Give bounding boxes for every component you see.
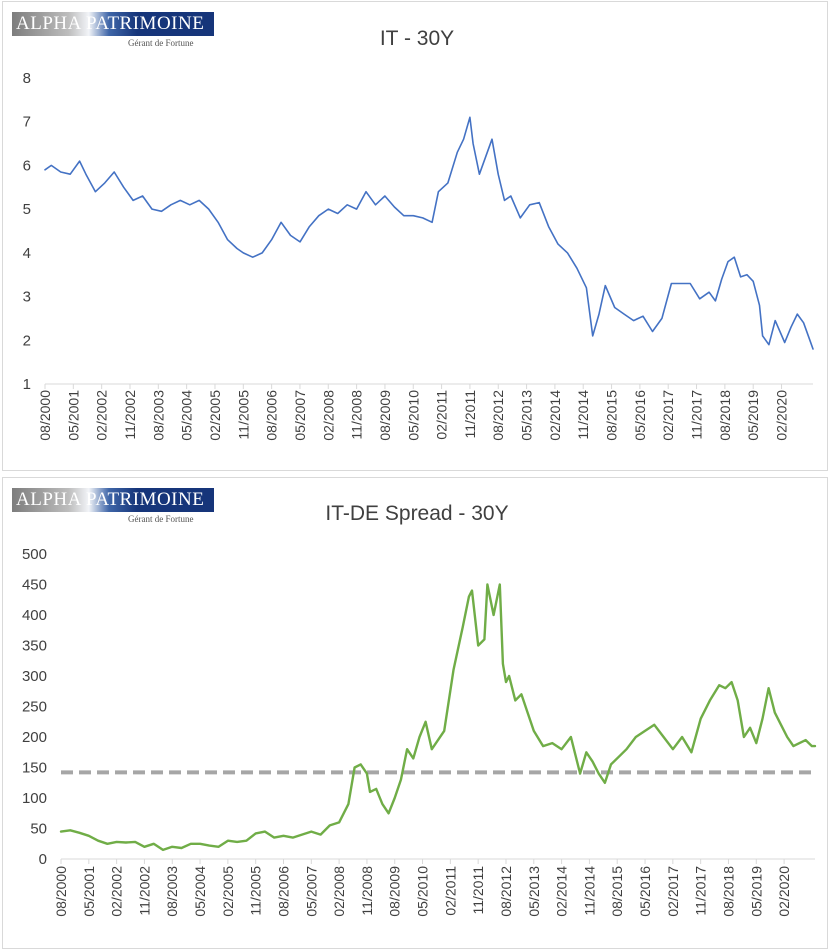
x-tick-label: 05/2001 bbox=[65, 390, 81, 441]
y-tick-label: 450 bbox=[22, 577, 47, 594]
x-tick-label: 02/2002 bbox=[94, 390, 110, 441]
x-tick-label: 02/2014 bbox=[547, 390, 563, 441]
logo-text-alpha: ALPHA bbox=[16, 489, 82, 510]
x-tick-label: 05/2013 bbox=[519, 390, 535, 441]
x-tick-label: 08/2003 bbox=[164, 866, 180, 917]
x-tick-label: 08/2015 bbox=[604, 390, 620, 441]
x-tick-label: 11/2002 bbox=[122, 390, 138, 440]
logo-text-patrimoine: PATRIMOINE bbox=[86, 13, 205, 34]
it-30y-chart-panel: ALPHA PATRIMOINE Gérant de Fortune IT - … bbox=[2, 1, 828, 471]
x-tick-label: 11/2005 bbox=[248, 866, 264, 916]
x-tick-label: 05/2007 bbox=[303, 866, 319, 917]
x-tick-label: 02/2005 bbox=[207, 390, 223, 441]
x-tick-label: 02/2008 bbox=[331, 866, 347, 917]
it-de-spread-chart-panel: ALPHA PATRIMOINE Gérant de Fortune IT-DE… bbox=[2, 477, 828, 949]
x-tick-label: 05/2010 bbox=[405, 390, 421, 441]
y-tick-label: 150 bbox=[22, 760, 47, 777]
x-tick-label: 05/2001 bbox=[81, 866, 97, 917]
x-tick-label: 08/2015 bbox=[609, 866, 625, 917]
x-tick-label: 02/2008 bbox=[320, 390, 336, 441]
alpha-patrimoine-logo: ALPHA PATRIMOINE Gérant de Fortune bbox=[12, 488, 214, 528]
logo-tagline: Gérant de Fortune bbox=[128, 514, 194, 524]
x-tick-label: 05/2016 bbox=[637, 866, 653, 917]
x-tick-label: 08/2000 bbox=[37, 390, 53, 441]
y-tick-label: 4 bbox=[23, 245, 31, 262]
x-tick-label: 05/2010 bbox=[415, 866, 431, 917]
x-tick-label: 02/2020 bbox=[776, 866, 792, 917]
x-tick-label: 05/2019 bbox=[745, 390, 761, 441]
x-tick-label: 11/2011 bbox=[462, 390, 478, 439]
x-tick-label: 08/2009 bbox=[377, 390, 393, 441]
x-tick-label: 11/2017 bbox=[689, 390, 705, 440]
x-tick-label: 08/2000 bbox=[53, 866, 69, 917]
x-tick-label: 11/2002 bbox=[136, 866, 152, 916]
chart-title: IT - 30Y bbox=[380, 27, 454, 50]
chart-title: IT-DE Spread - 30Y bbox=[325, 502, 508, 525]
y-tick-label: 350 bbox=[22, 638, 47, 655]
x-tick-label: 08/2012 bbox=[490, 390, 506, 441]
y-tick-label: 300 bbox=[22, 668, 47, 685]
y-tick-label: 0 bbox=[39, 851, 47, 868]
x-tick-label: 05/2004 bbox=[192, 866, 208, 917]
x-tick-label: 02/2005 bbox=[220, 866, 236, 917]
series-line bbox=[44, 116, 814, 350]
x-tick-label: 05/2007 bbox=[292, 390, 308, 441]
y-tick-label: 1 bbox=[23, 376, 31, 393]
series-line bbox=[59, 583, 817, 852]
logo-band bbox=[12, 488, 214, 512]
x-tick-label: 11/2005 bbox=[235, 390, 251, 440]
x-tick-label: 02/2011 bbox=[442, 866, 458, 916]
y-tick-label: 8 bbox=[23, 70, 31, 87]
y-tick-label: 2 bbox=[23, 332, 31, 349]
logo-text-alpha: ALPHA bbox=[16, 13, 82, 34]
alpha-patrimoine-logo: ALPHA PATRIMOINE Gérant de Fortune bbox=[12, 12, 214, 52]
x-tick-label: 02/2011 bbox=[434, 390, 450, 440]
y-tick-label: 250 bbox=[22, 699, 47, 716]
y-tick-label: 3 bbox=[23, 289, 31, 306]
x-tick-label: 05/2004 bbox=[179, 390, 195, 441]
y-tick-label: 50 bbox=[30, 821, 47, 838]
x-tick-label: 11/2017 bbox=[693, 866, 709, 916]
x-tick-label: 11/2014 bbox=[575, 390, 591, 440]
logo-tagline: Gérant de Fortune bbox=[128, 38, 194, 48]
x-tick-label: 11/2008 bbox=[349, 390, 365, 440]
y-tick-label: 5 bbox=[23, 201, 31, 218]
x-tick-label: 05/2019 bbox=[748, 866, 764, 917]
logo-band bbox=[12, 12, 214, 36]
x-tick-label: 02/2002 bbox=[109, 866, 125, 917]
x-tick-label: 02/2020 bbox=[774, 390, 790, 441]
y-tick-label: 400 bbox=[22, 607, 47, 624]
x-tick-label: 08/2018 bbox=[720, 866, 736, 917]
logo-text-patrimoine: PATRIMOINE bbox=[86, 489, 205, 510]
x-tick-label: 02/2017 bbox=[665, 866, 681, 917]
x-tick-label: 08/2003 bbox=[150, 390, 166, 441]
y-tick-label: 6 bbox=[23, 157, 31, 174]
x-tick-label: 05/2013 bbox=[526, 866, 542, 917]
y-tick-label: 200 bbox=[22, 729, 47, 746]
x-tick-label: 11/2008 bbox=[359, 866, 375, 916]
x-tick-label: 08/2006 bbox=[275, 866, 291, 917]
x-tick-label: 11/2011 bbox=[470, 866, 486, 915]
x-tick-label: 08/2012 bbox=[498, 866, 514, 917]
x-tick-label: 02/2017 bbox=[660, 390, 676, 441]
x-tick-label: 08/2018 bbox=[717, 390, 733, 441]
x-tick-label: 08/2009 bbox=[387, 866, 403, 917]
y-tick-label: 7 bbox=[23, 114, 31, 131]
y-tick-label: 100 bbox=[22, 790, 47, 807]
x-tick-label: 05/2016 bbox=[632, 390, 648, 441]
y-tick-label: 500 bbox=[22, 546, 47, 563]
x-tick-label: 02/2014 bbox=[554, 866, 570, 917]
it-30y-line-chart: IT - 30Y 1 2 3 4 5 6 7 8 08/2000 05/2001 02/2002 11/… bbox=[23, 27, 814, 441]
x-tick-label: 08/2006 bbox=[264, 390, 280, 441]
x-tick-label: 11/2014 bbox=[581, 866, 597, 916]
it-de-spread-line-chart: IT-DE Spread - 30Y 0 50 100 150 200 250 300 350 4… bbox=[22, 502, 817, 917]
